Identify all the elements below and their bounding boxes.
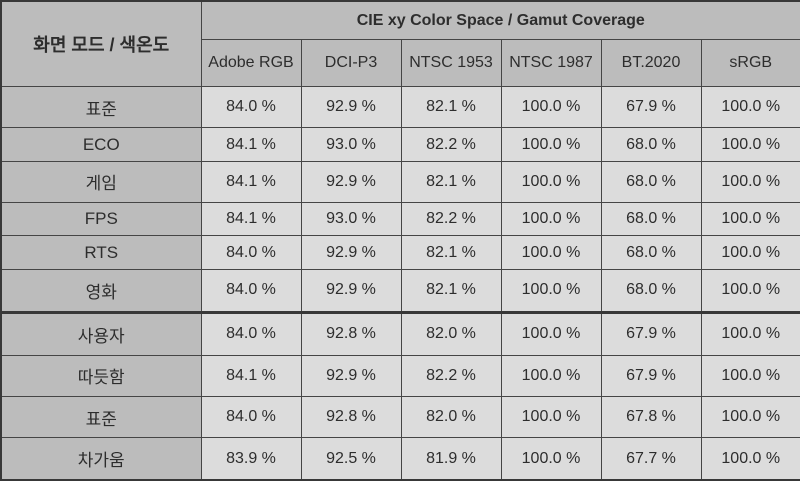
row-label: 따듯함 <box>0 354 202 397</box>
table-row: 사용자 84.0 % 92.8 % 82.0 % 100.0 % 67.9 % 100.0 … <box>0 310 800 356</box>
data-cell: 100.0 % <box>700 85 800 129</box>
row-label: 표준 <box>0 395 202 439</box>
row-label: FPS <box>0 202 202 237</box>
data-cell: 100.0 % <box>700 437 800 481</box>
data-cell: 100.0 % <box>500 127 602 162</box>
column-header: BT.2020 <box>600 39 702 87</box>
data-cell: 100.0 % <box>700 160 800 204</box>
column-header: sRGB <box>700 39 800 87</box>
data-cell: 92.9 % <box>300 268 402 313</box>
data-cell: 92.9 % <box>300 85 402 129</box>
table-row: FPS 84.1 % 93.0 % 82.2 % 100.0 % 68.0 % 100.0 … <box>0 202 800 237</box>
data-cell: 100.0 % <box>500 395 602 439</box>
data-cell: 92.9 % <box>300 160 402 204</box>
table-header: 화면 모드 / 색온도 CIE xy Color Space / Gamut C… <box>0 0 800 87</box>
table-row: 표준 84.0 % 92.8 % 82.0 % 100.0 % 67.8 % 100.0 % <box>0 395 800 439</box>
data-cell: 67.8 % <box>600 395 702 439</box>
data-cell: 84.0 % <box>200 268 302 313</box>
row-label: ECO <box>0 127 202 162</box>
table-row: 표준 84.0 % 92.9 % 82.1 % 100.0 % 67.9 % 100.0 % <box>0 85 800 129</box>
table-row: 차가움 83.9 % 92.5 % 81.9 % 100.0 % 67.7 % 100.0 … <box>0 437 800 481</box>
data-cell: 92.9 % <box>300 235 402 270</box>
data-cell: 67.9 % <box>600 310 702 356</box>
row-label: 게임 <box>0 160 202 204</box>
data-cell: 100.0 % <box>700 268 800 313</box>
data-cell: 84.0 % <box>200 395 302 439</box>
data-cell: 100.0 % <box>700 235 800 270</box>
table-row: 영화 84.0 % 92.9 % 82.1 % 100.0 % 68.0 % 100.0 % <box>0 268 800 313</box>
data-cell: 100.0 % <box>500 437 602 481</box>
data-cell: 93.0 % <box>300 127 402 162</box>
data-cell: 82.2 % <box>400 202 502 237</box>
data-cell: 100.0 % <box>500 310 602 356</box>
data-cell: 100.0 % <box>700 395 800 439</box>
row-label: 사용자 <box>0 310 202 356</box>
data-cell: 100.0 % <box>500 85 602 129</box>
data-cell: 82.1 % <box>400 235 502 270</box>
data-cell: 100.0 % <box>700 354 800 397</box>
column-header: NTSC 1987 <box>500 39 602 87</box>
data-cell: 100.0 % <box>500 268 602 313</box>
data-cell: 92.8 % <box>300 310 402 356</box>
data-cell: 68.0 % <box>600 202 702 237</box>
data-cell: 82.1 % <box>400 85 502 129</box>
column-header: DCI-P3 <box>300 39 402 87</box>
table-row: ECO 84.1 % 93.0 % 82.2 % 100.0 % 68.0 % 100.0 … <box>0 127 800 162</box>
data-cell: 84.1 % <box>200 160 302 204</box>
data-cell: 68.0 % <box>600 235 702 270</box>
table-row: 게임 84.1 % 92.9 % 82.1 % 100.0 % 68.0 % 100.0 % <box>0 160 800 204</box>
data-cell: 84.1 % <box>200 354 302 397</box>
table-row: RTS 84.0 % 92.9 % 82.1 % 100.0 % 68.0 % 100.0 … <box>0 235 800 270</box>
row-label: 표준 <box>0 85 202 129</box>
group-header-row: 화면 모드 / 색온도 CIE xy Color Space / Gamut C… <box>0 0 800 87</box>
data-cell: 68.0 % <box>600 127 702 162</box>
data-cell: 82.0 % <box>400 395 502 439</box>
data-cell: 100.0 % <box>700 310 800 356</box>
data-cell: 82.2 % <box>400 354 502 397</box>
data-cell: 84.0 % <box>200 235 302 270</box>
data-cell: 92.5 % <box>300 437 402 481</box>
column-header-row: Adobe RGB DCI-P3 NTSC 1953 NTSC 1987 BT.2020… <box>1 39 800 87</box>
row-label: 영화 <box>0 268 202 313</box>
data-cell: 92.8 % <box>300 395 402 439</box>
table-row: 따듯함 84.1 % 92.9 % 82.2 % 100.0 % 67.9 % 100.0 … <box>0 354 800 397</box>
row-label: 차가움 <box>0 437 202 481</box>
column-header: NTSC 1953 <box>400 39 502 87</box>
data-cell: 84.0 % <box>200 310 302 356</box>
data-cell: 82.2 % <box>400 127 502 162</box>
row-label: RTS <box>0 235 202 270</box>
data-cell: 100.0 % <box>500 202 602 237</box>
data-cell: 100.0 % <box>500 354 602 397</box>
table-body: 표준 84.0 % 92.9 % 82.1 % 100.0 % 67.9 % 100.0 %… <box>0 85 800 481</box>
data-cell: 81.9 % <box>400 437 502 481</box>
data-cell: 100.0 % <box>500 160 602 204</box>
data-cell: 100.0 % <box>700 127 800 162</box>
data-cell: 92.9 % <box>300 354 402 397</box>
data-cell: 84.1 % <box>200 127 302 162</box>
data-cell: 67.9 % <box>600 85 702 129</box>
data-cell: 83.9 % <box>200 437 302 481</box>
data-cell: 84.0 % <box>200 85 302 129</box>
data-cell: 67.9 % <box>600 354 702 397</box>
corner-header: 화면 모드 / 색온도 <box>0 0 202 87</box>
data-cell: 82.0 % <box>400 310 502 356</box>
data-cell: 82.1 % <box>400 160 502 204</box>
data-cell: 84.1 % <box>200 202 302 237</box>
data-cell: 82.1 % <box>400 268 502 313</box>
data-cell: 68.0 % <box>600 160 702 204</box>
data-cell: 93.0 % <box>300 202 402 237</box>
group-header: CIE xy Color Space / Gamut Coverage <box>200 0 800 40</box>
data-cell: 100.0 % <box>700 202 800 237</box>
column-header: Adobe RGB <box>200 39 302 87</box>
data-cell: 67.7 % <box>600 437 702 481</box>
data-cell: 68.0 % <box>600 268 702 313</box>
data-cell: 100.0 % <box>500 235 602 270</box>
